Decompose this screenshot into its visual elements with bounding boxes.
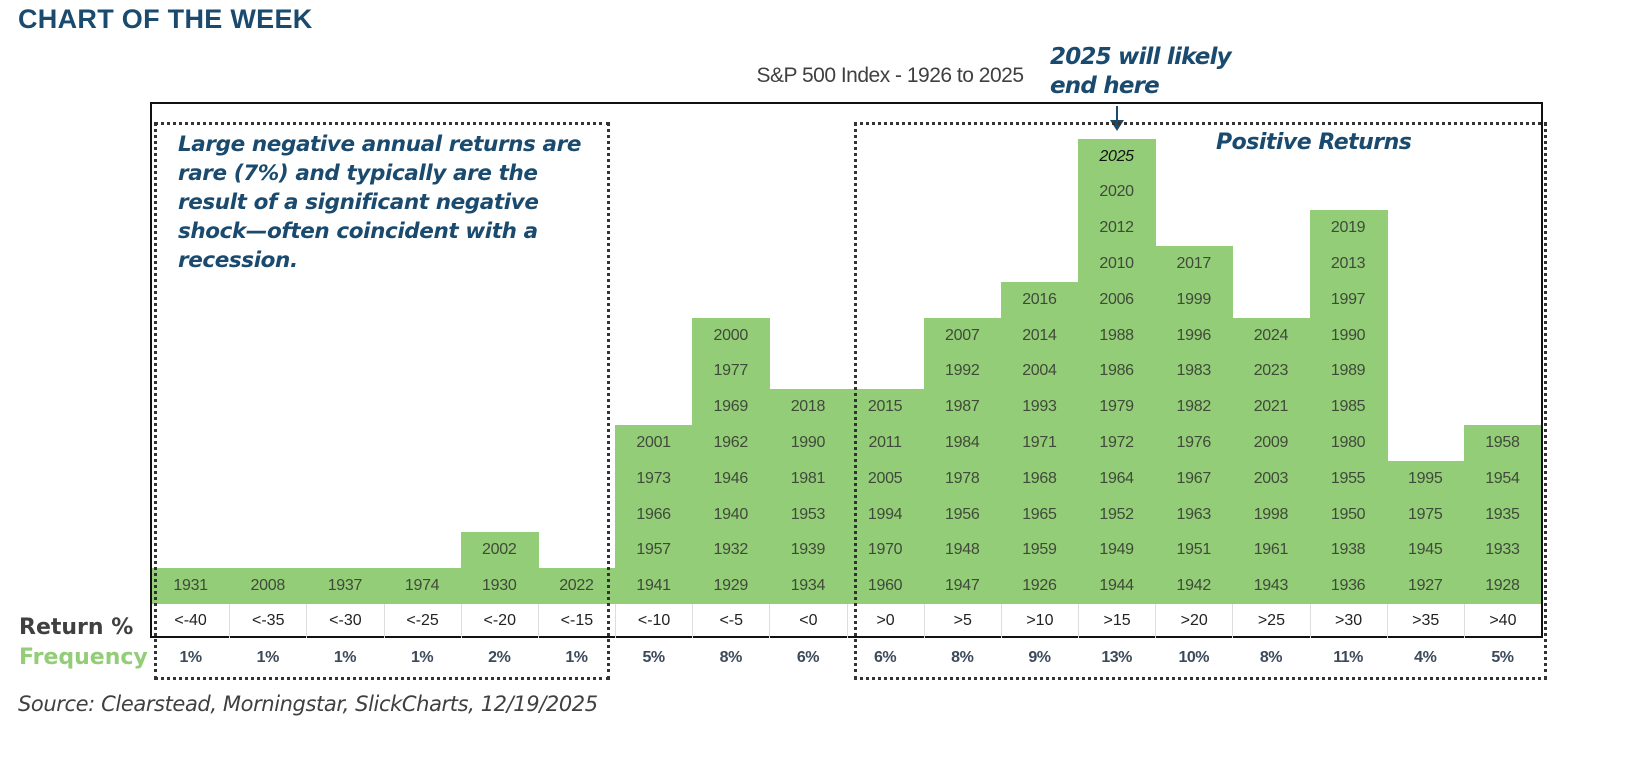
frequency-value: 2% [488, 649, 511, 666]
category-label: <-5 [692, 604, 769, 638]
category-label: <0 [769, 604, 846, 638]
frequency-value: 1% [333, 649, 357, 666]
source-note: Source: Clearstead, Morningstar, SlickCh… [18, 692, 598, 716]
category-label: >15 [1078, 604, 1155, 638]
frequency-value: 8% [951, 649, 974, 666]
category-label: >10 [1000, 604, 1078, 638]
category-label: <-40 [174, 612, 207, 629]
category-label: <-30 [306, 604, 383, 638]
positive-returns-box [854, 122, 1547, 680]
category-label: <-25 [383, 604, 461, 638]
frequency-value: 8% [719, 649, 743, 666]
category-label: >20 [1155, 604, 1232, 638]
category-label: <-10 [615, 604, 692, 638]
category-label: >40 [1463, 604, 1541, 638]
frequency-value: 5% [642, 649, 666, 666]
chart-title: S&P 500 Index - 1926 to 2025 [756, 64, 1025, 87]
frequency-value: 6% [796, 649, 820, 666]
category-label: >25 [1232, 604, 1309, 638]
arrow-head-icon [1110, 120, 1124, 131]
negative-returns-box [154, 122, 610, 680]
category-label: >35 [1386, 604, 1464, 638]
frequency-value: 1% [256, 649, 280, 666]
callout-annotation: 2025 will likely end here [1050, 43, 1232, 101]
category-label: >0 [846, 604, 924, 638]
callout-line-1: 2025 will likely [1050, 44, 1232, 70]
negative-returns-note: Large negative annual returns are rare (… [178, 132, 582, 273]
return-category-row: <-40 <-35 <-30 <-25 <-20 <-15 <-10 <-5 <0 >0 >5 >10… [152, 604, 1541, 638]
frequency-value: 1% [411, 649, 434, 666]
frequency-value: 5% [1491, 649, 1514, 666]
frequency-value: 4% [1414, 649, 1437, 666]
category-label: <-35 [229, 604, 306, 638]
page-title: CHART OF THE WEEK [18, 4, 313, 34]
arrow-down-icon [1116, 106, 1118, 122]
frequency-value: 6% [874, 649, 897, 666]
callout-line-2: end here [1050, 73, 1160, 99]
category-label: <-15 [537, 604, 615, 638]
frequency-value: 11% [1333, 649, 1363, 666]
category-label: >30 [1309, 604, 1387, 638]
frequency-row-label: Frequency [19, 645, 148, 670]
category-label: <-20 [460, 604, 538, 638]
frequency-value: 9% [1028, 649, 1051, 666]
positive-returns-label: Positive Returns [1216, 130, 1412, 155]
frequency-value: 10% [1178, 649, 1209, 666]
return-row-label: Return % [19, 615, 134, 640]
frequency-value: 13% [1101, 649, 1132, 666]
frequency-value: 1% [565, 649, 588, 666]
category-label: >5 [923, 604, 1001, 638]
frequency-value: 1% [179, 649, 203, 666]
frequency-value: 8% [1259, 649, 1283, 666]
